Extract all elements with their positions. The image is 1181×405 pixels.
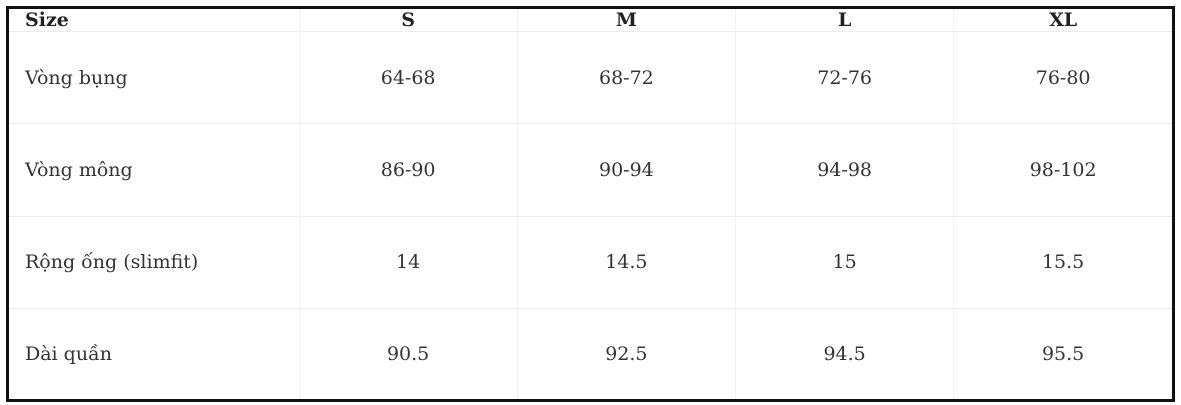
cell: 94.5 — [735, 308, 955, 399]
row-label: Vòng mông — [9, 123, 300, 217]
size-table-frame: Size S M L XL Vòng bụng 64-68 68-72 72-76 76-80 V… — [6, 6, 1175, 402]
cell: 15 — [735, 216, 955, 310]
header-cell: M — [517, 9, 737, 32]
row-label: Dài quần — [9, 308, 300, 399]
cell: 94-98 — [735, 123, 955, 217]
table-row: Dài quần 90.5 92.5 94.5 95.5 — [9, 308, 1172, 399]
header-cell: L — [735, 9, 955, 32]
header-row: Size S M L XL — [9, 9, 1172, 32]
cell: 14 — [299, 216, 518, 310]
cell: 72-76 — [735, 31, 955, 125]
table-row: Rộng ống (slimfit) 14 14.5 15 15.5 — [9, 216, 1172, 310]
cell: 15.5 — [953, 216, 1172, 310]
cell: 76-80 — [953, 31, 1172, 125]
cell: 98-102 — [953, 123, 1172, 217]
header-cell: S — [299, 9, 518, 32]
cell: 14.5 — [517, 216, 737, 310]
cell: 95.5 — [1041, 343, 1085, 366]
cell: 68-72 — [517, 31, 737, 125]
size-table: Size S M L XL Vòng bụng 64-68 68-72 72-76 76-80 V… — [9, 9, 1172, 399]
header-cell: Size — [9, 9, 300, 32]
row-label: Rộng ống (slimfit) — [9, 216, 300, 310]
table-row: Vòng bụng 64-68 68-72 72-76 76-80 — [9, 31, 1172, 125]
header-cell: XL — [953, 9, 1172, 32]
row-label: Vòng bụng — [9, 31, 300, 125]
cell: 64-68 — [299, 31, 518, 125]
cell: 90.5 — [299, 308, 518, 399]
cell: 92.5 — [517, 308, 737, 399]
cell: 86-90 — [299, 123, 518, 217]
table-row: Vòng mông 86-90 90-94 94-98 98-102 — [9, 123, 1172, 217]
cell: 90-94 — [517, 123, 737, 217]
